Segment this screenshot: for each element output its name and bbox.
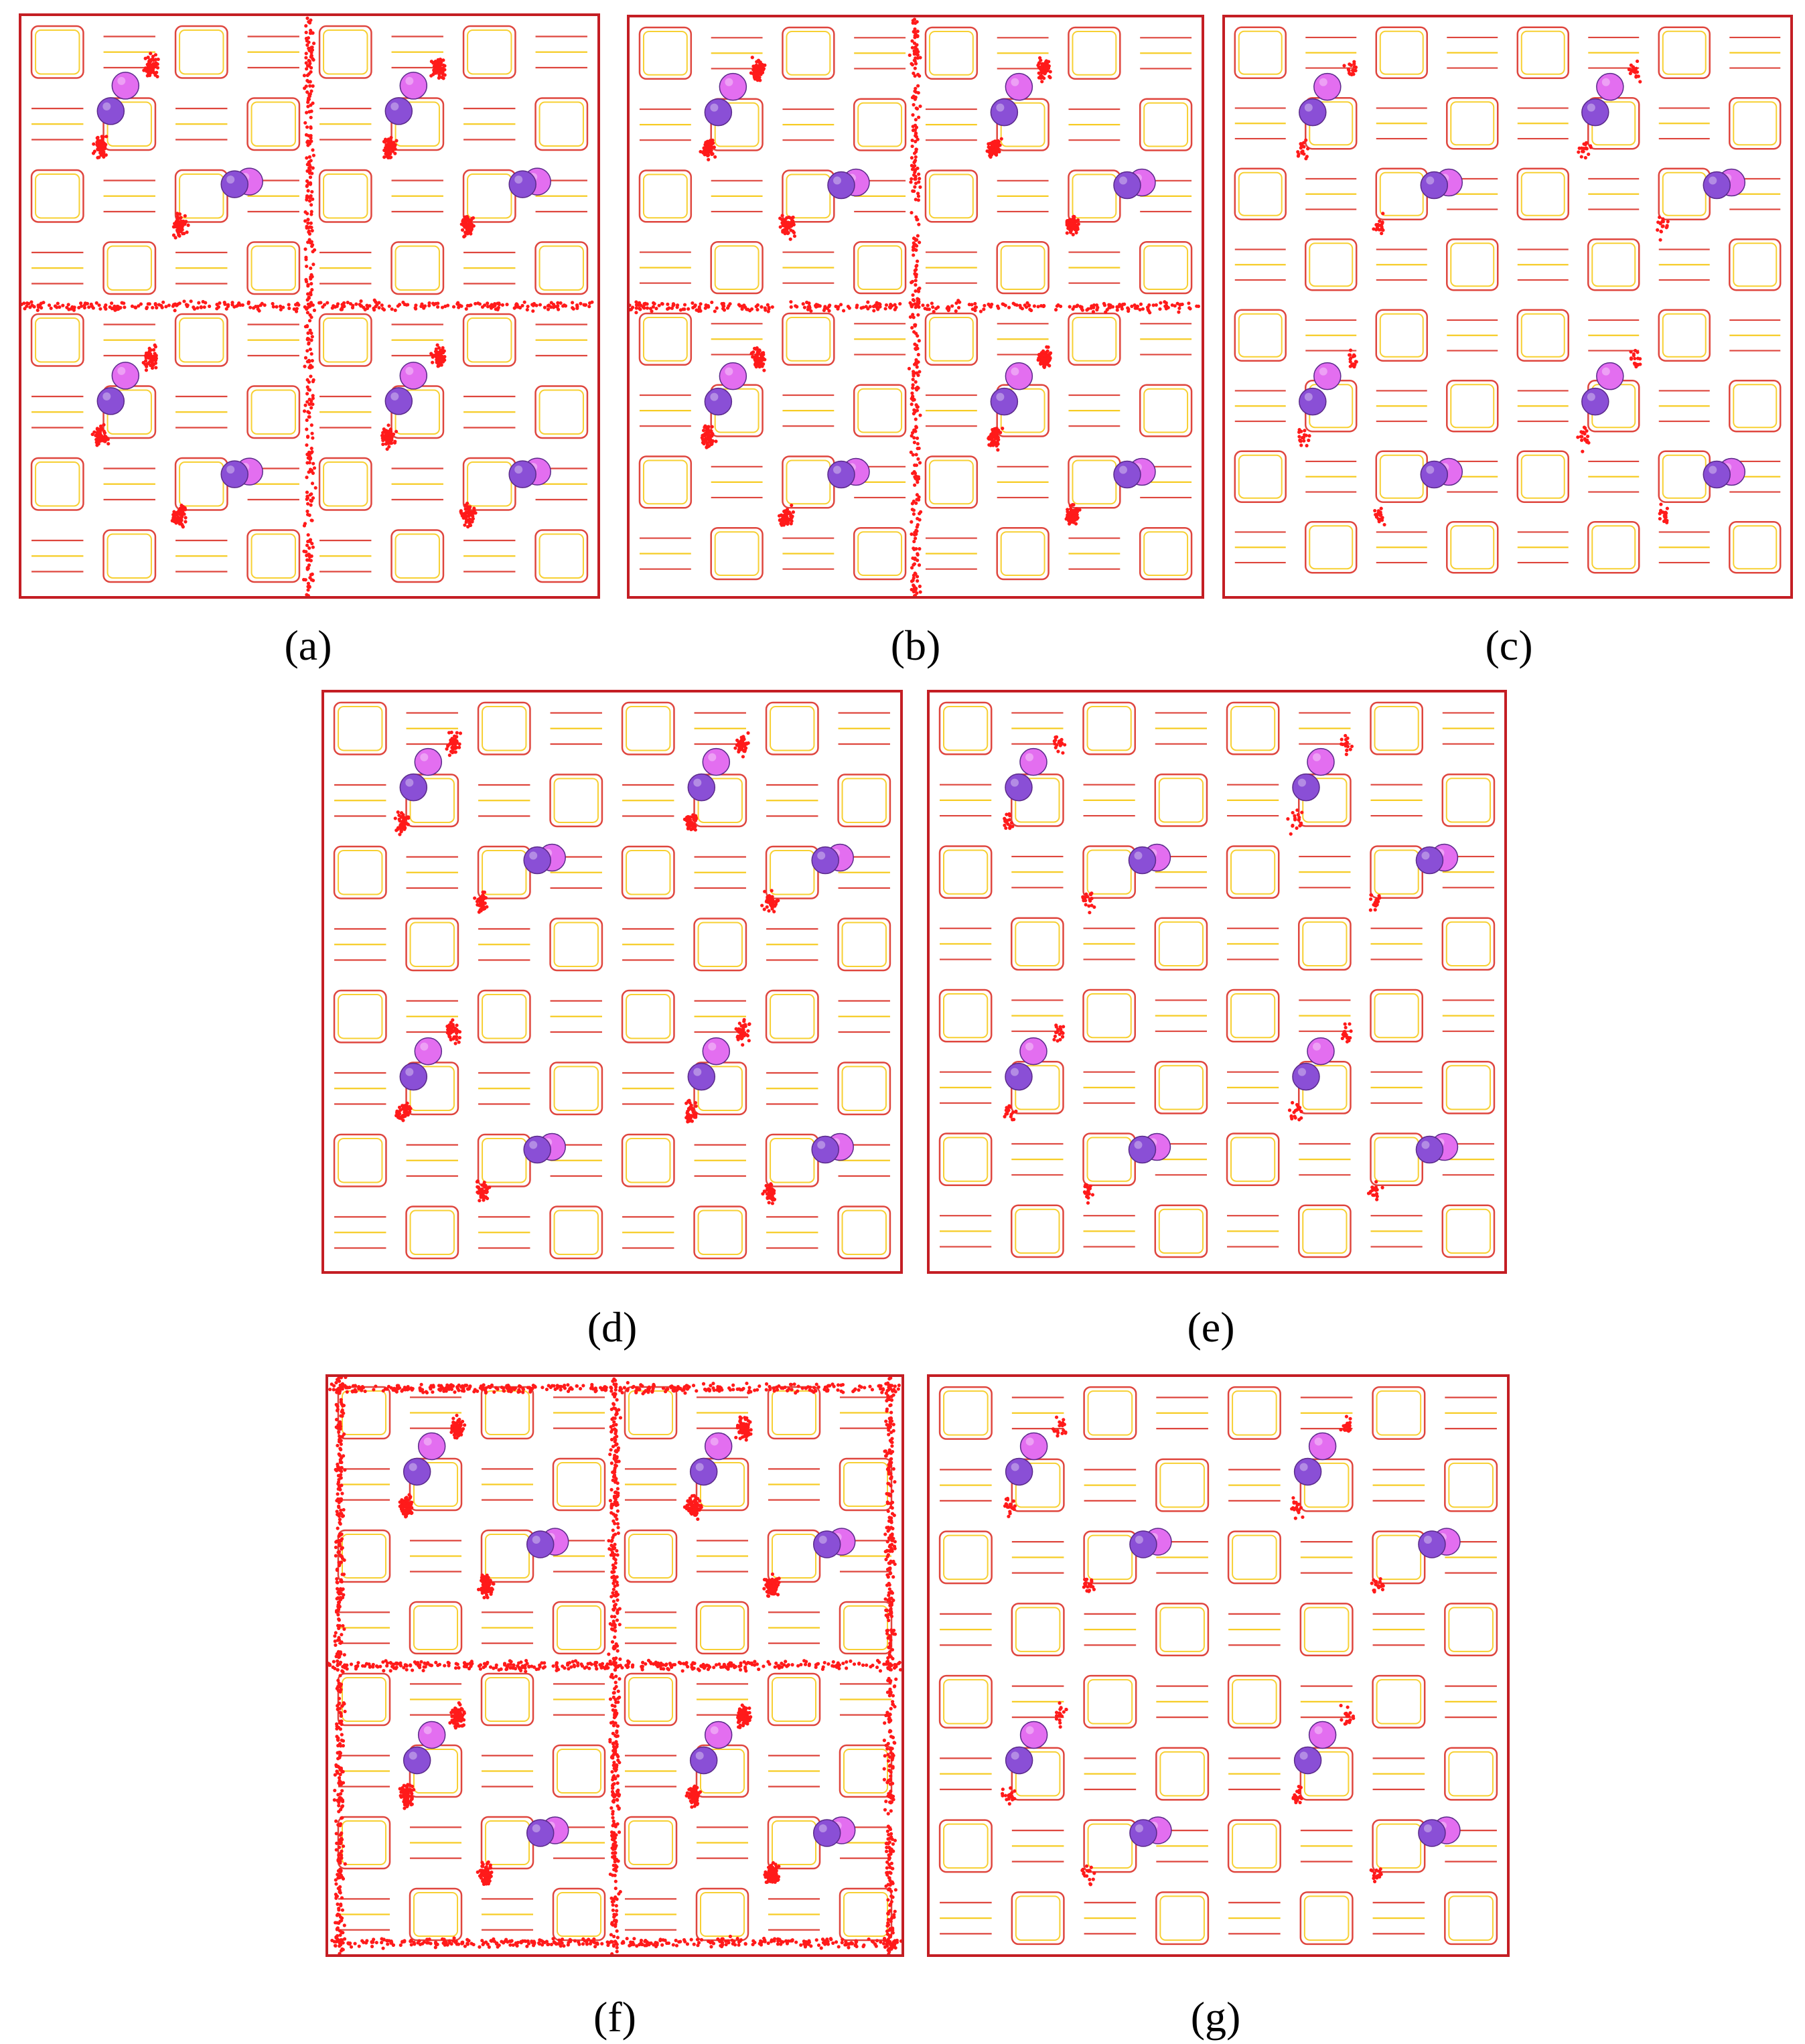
atom-pairs [399,747,854,1164]
framework-density-plot [630,17,1201,596]
panel-a [19,13,600,599]
caption-a: (a) [284,622,332,669]
framework-lattice [638,26,1193,581]
framework-lattice [337,1386,893,1942]
atom-pairs [1005,1432,1461,1847]
framework-density-plot [1234,26,1782,574]
framework-density-plot [21,16,594,596]
framework-density-plot [938,1386,1498,1946]
atom-pairs [96,72,551,488]
density-dots [1003,733,1384,1205]
density-dots [21,16,594,596]
panel-g [927,1374,1510,1957]
framework-lattice [30,25,589,583]
atom-pairs [1299,72,1746,489]
caption-g: (g) [1190,1993,1241,2041]
framework-lattice [938,701,1496,1258]
caption-b: (b) [890,622,941,669]
atom-pairs [403,1432,856,1847]
framework-density-plot [333,701,891,1260]
framework-lattice [1234,26,1782,574]
caption-e: (e) [1187,1303,1235,1351]
caption-f: (f) [593,1993,636,2041]
caption-d: (d) [587,1303,638,1351]
framework-lattice [938,1386,1498,1946]
panel-c [1222,15,1793,599]
atom-pairs [704,72,1156,489]
density-dots [630,17,1201,596]
framework-lattice [333,701,891,1260]
atom-pairs [1005,747,1459,1164]
panel-b [627,15,1204,599]
density-dots [1296,59,1670,527]
panel-d [321,690,903,1274]
panel-e [927,690,1507,1274]
caption-c: (c) [1485,622,1533,669]
framework-density-plot [328,1377,901,1954]
framework-density-plot [938,701,1496,1258]
density-dots [1000,1414,1385,1887]
density-dots [328,1377,901,1954]
panel-f [326,1374,904,1957]
density-dots [393,730,780,1206]
